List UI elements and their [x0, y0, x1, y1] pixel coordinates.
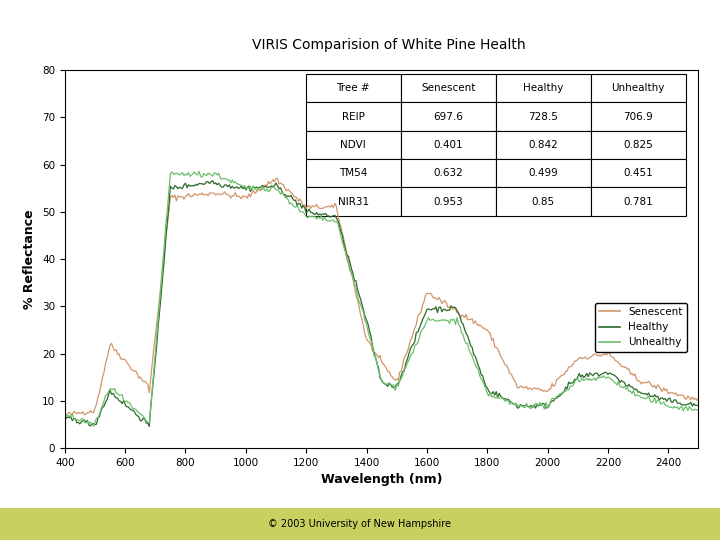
- Text: VIRIS Comparision of White Pine Health: VIRIS Comparision of White Pine Health: [252, 38, 526, 52]
- Unhealthy: [445, 320, 454, 327]
- Legend: Senescent, Healthy, Unhealthy: Senescent, Healthy, Unhealthy: [595, 303, 687, 352]
- Unhealthy: [261, 188, 270, 194]
- Unhealthy: [194, 168, 203, 175]
- Y-axis label: % Reflectance: % Reflectance: [23, 210, 37, 309]
- Unhealthy: [570, 379, 579, 385]
- Line: Unhealthy: Unhealthy: [65, 172, 698, 426]
- Text: © 2003 University of New Hampshire: © 2003 University of New Hampshire: [269, 519, 451, 529]
- Senescent: [694, 395, 703, 401]
- Senescent: [62, 412, 71, 418]
- Senescent: [260, 185, 269, 191]
- Unhealthy: [89, 423, 98, 429]
- Senescent: [445, 304, 454, 310]
- Healthy: [445, 307, 454, 314]
- Healthy: [539, 400, 547, 407]
- Healthy: [578, 372, 587, 378]
- Healthy: [261, 183, 270, 190]
- Unhealthy: [539, 403, 547, 409]
- Senescent: [570, 358, 579, 365]
- X-axis label: Wavelength (nm): Wavelength (nm): [321, 474, 442, 487]
- Unhealthy: [536, 399, 544, 406]
- Unhealthy: [578, 375, 587, 381]
- Senescent: [578, 355, 587, 362]
- Unhealthy: [60, 414, 69, 420]
- Healthy: [570, 376, 579, 382]
- Senescent: [536, 387, 544, 394]
- Senescent: [273, 175, 282, 181]
- Healthy: [60, 412, 69, 418]
- Senescent: [539, 388, 547, 395]
- Healthy: [145, 423, 153, 430]
- Healthy: [208, 178, 217, 184]
- Line: Senescent: Senescent: [65, 178, 698, 415]
- Healthy: [536, 402, 544, 409]
- Healthy: [694, 401, 703, 408]
- Senescent: [60, 411, 69, 417]
- Line: Healthy: Healthy: [65, 181, 698, 427]
- Unhealthy: [694, 407, 703, 413]
